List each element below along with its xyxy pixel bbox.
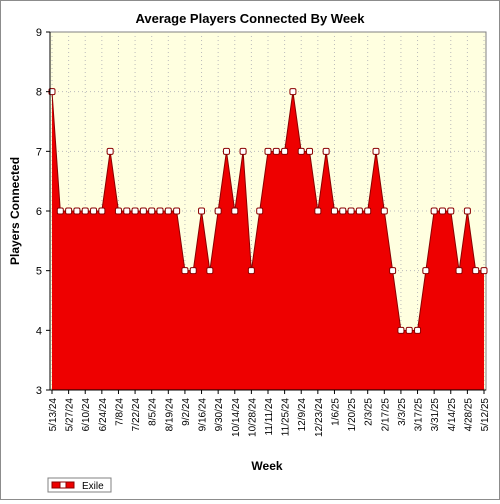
y-tick-label: 9: [36, 27, 42, 39]
data-point: [123, 207, 131, 215]
x-tick-label: 8/19/24: [164, 398, 175, 432]
y-tick-label: 5: [36, 266, 42, 278]
y-tick-label: 8: [36, 87, 42, 99]
data-point: [181, 267, 189, 275]
data-point: [131, 207, 139, 215]
x-tick-label: 9/16/24: [198, 398, 209, 432]
x-tick-label: 12/23/24: [314, 398, 325, 437]
data-point: [314, 207, 322, 215]
data-point: [281, 147, 289, 155]
data-point: [256, 207, 264, 215]
x-tick-label: 1/20/25: [347, 398, 358, 432]
data-point: [414, 326, 422, 334]
x-tick-label: 1/6/25: [330, 398, 341, 426]
legend-label-exile: Exile: [82, 481, 104, 492]
x-tick-label: 12/9/24: [297, 398, 308, 432]
y-tick-label: 7: [36, 146, 42, 158]
data-point: [480, 267, 488, 275]
data-point: [322, 147, 330, 155]
data-point: [156, 207, 164, 215]
x-tick-label: 2/3/25: [364, 398, 375, 426]
data-point: [264, 147, 272, 155]
data-point: [239, 147, 247, 155]
y-tick-label: 4: [36, 325, 42, 337]
data-point: [455, 267, 463, 275]
data-point: [98, 207, 106, 215]
data-point: [164, 207, 172, 215]
data-point: [364, 207, 372, 215]
data-point: [56, 207, 64, 215]
x-tick-label: 5/27/24: [65, 398, 76, 432]
x-tick-label: 4/28/25: [463, 398, 474, 432]
x-axis: 5/13/24 5/27/24 6/10/24 6/24/24 7/8/24 7/22/2…: [48, 389, 491, 437]
data-point: [231, 207, 239, 215]
legend: Exile: [47, 477, 112, 493]
data-point: [222, 147, 230, 155]
data-point: [389, 267, 397, 275]
x-tick-label: 3/3/25: [397, 398, 408, 426]
x-tick-label: 6/24/24: [98, 398, 109, 432]
x-tick-label: 8/5/24: [148, 398, 159, 426]
data-point: [90, 207, 98, 215]
x-tick-label: 5/12/25: [480, 398, 491, 432]
data-point: [139, 207, 147, 215]
data-point: [330, 207, 338, 215]
data-point: [289, 88, 297, 96]
data-point: [65, 207, 73, 215]
y-tick-label: 3: [36, 385, 42, 397]
data-point: [355, 207, 363, 215]
x-tick-label: 7/8/24: [114, 398, 125, 426]
data-point: [463, 207, 471, 215]
data-point: [447, 207, 455, 215]
data-point: [81, 207, 89, 215]
data-point: [198, 207, 206, 215]
x-tick-label: 4/14/25: [447, 398, 458, 432]
data-point: [106, 147, 114, 155]
data-point: [347, 207, 355, 215]
y-axis-label: Players Connected: [8, 157, 22, 265]
x-tick-label: 2/17/25: [380, 398, 391, 432]
x-tick-label: 5/13/24: [48, 398, 59, 432]
chart-title: Average Players Connected By Week: [135, 11, 365, 26]
data-point: [430, 207, 438, 215]
data-point: [247, 267, 255, 275]
data-point: [189, 267, 197, 275]
data-point: [173, 207, 181, 215]
x-tick-label: 10/14/24: [231, 398, 242, 437]
series-markers: [48, 88, 488, 334]
x-tick-label: 9/30/24: [214, 398, 225, 432]
data-point: [306, 147, 314, 155]
x-tick-label: 3/31/25: [430, 398, 441, 432]
data-point: [206, 267, 214, 275]
x-tick-label: 9/2/24: [181, 398, 192, 426]
data-point: [297, 147, 305, 155]
data-point: [405, 326, 413, 334]
data-point: [148, 207, 156, 215]
series-area-fill: [52, 91, 484, 391]
x-axis-label: Week: [251, 459, 282, 473]
x-tick-label: 7/22/24: [131, 398, 142, 432]
y-axis: 3 4 5 6 7 8 9: [36, 27, 51, 397]
x-tick-label: 10/28/24: [247, 398, 258, 437]
y-tick-label: 6: [36, 206, 42, 218]
legend-marker: [59, 481, 67, 489]
data-point: [472, 267, 480, 275]
x-tick-label: 11/25/24: [281, 398, 292, 437]
data-point: [438, 207, 446, 215]
data-point: [339, 207, 347, 215]
x-tick-label: 6/10/24: [81, 398, 92, 432]
x-tick-label: 11/11/24: [264, 398, 275, 436]
data-point: [380, 207, 388, 215]
data-point: [397, 326, 405, 334]
data-point: [422, 267, 430, 275]
data-point: [73, 207, 81, 215]
data-point: [214, 207, 222, 215]
data-point: [372, 147, 380, 155]
data-point: [272, 147, 280, 155]
x-tick-label: 3/17/25: [414, 398, 425, 432]
data-point: [114, 207, 122, 215]
